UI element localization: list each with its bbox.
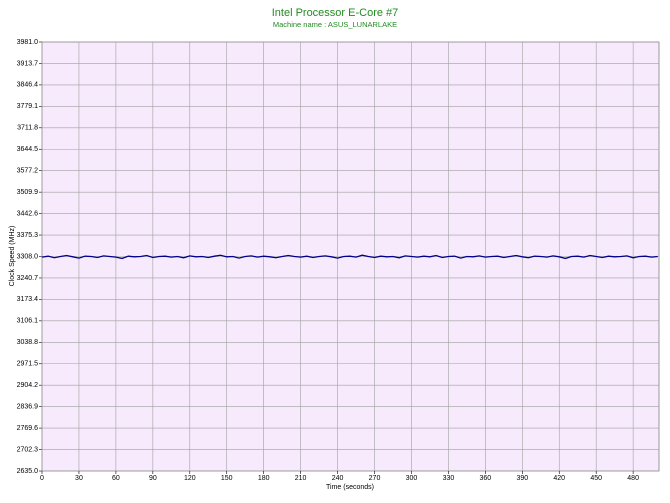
x-tick-label: 360 [480,475,492,482]
y-tick-label: 3106.1 [17,318,39,325]
x-tick-label: 240 [332,475,344,482]
y-tick-label: 2971.5 [17,361,39,368]
y-tick-label: 3846.4 [17,82,39,89]
x-axis-label: Time (seconds) [326,484,374,491]
y-tick-label: 3644.5 [17,146,39,153]
y-tick-label: 3577.2 [17,168,39,175]
x-tick-label: 330 [443,475,455,482]
x-tick-label: 0 [40,475,44,482]
y-tick-label: 2836.9 [17,403,39,410]
chart-title: Intel Processor E-Core #7 [272,7,399,19]
x-tick-label: 60 [112,475,120,482]
x-tick-label: 450 [590,475,602,482]
y-tick-label: 3173.4 [17,296,39,303]
y-tick-label: 3711.8 [17,125,38,132]
y-tick-label: 3375.3 [17,232,39,239]
y-tick-label: 3308.0 [17,253,39,260]
y-tick-label: 2904.2 [17,382,39,389]
y-tick-label: 3240.7 [17,275,39,282]
chart-subtitle: Machine name : ASUS_LUNARLAKE [273,20,397,29]
y-tick-label: 2769.6 [17,425,39,432]
y-tick-label: 3779.1 [17,103,39,110]
x-tick-label: 270 [369,475,381,482]
y-tick-label: 3981.0 [17,39,39,46]
x-tick-label: 390 [516,475,528,482]
y-tick-label: 3509.9 [17,189,39,196]
x-tick-label: 210 [295,475,307,482]
y-tick-label: 3038.8 [17,339,39,346]
x-tick-label: 480 [627,475,639,482]
x-tick-label: 120 [184,475,196,482]
x-tick-label: 30 [75,475,83,482]
x-tick-label: 150 [221,475,233,482]
x-tick-label: 420 [553,475,565,482]
y-tick-label: 3913.7 [17,60,39,67]
y-tick-label: 2702.3 [17,446,39,453]
x-tick-label: 300 [406,475,418,482]
x-tick-label: 90 [149,475,157,482]
x-tick-label: 180 [258,475,270,482]
data-line [41,254,658,260]
y-tick-label: 2635.0 [17,468,39,475]
y-axis-label: Clock Speed (MHz) [9,226,16,287]
y-tick-label: 3442.6 [17,210,39,217]
